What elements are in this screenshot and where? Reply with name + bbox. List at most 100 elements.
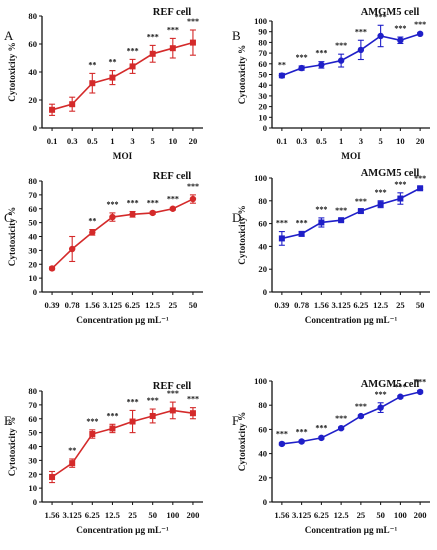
significance-marker: ** [88, 60, 96, 69]
significance-marker: *** [355, 197, 367, 206]
panel-title: REF cell [153, 381, 191, 392]
data-point [129, 418, 136, 425]
data-point [278, 440, 286, 448]
data-point [109, 213, 116, 221]
significance-marker: *** [86, 417, 98, 426]
y-tick-label: 50 [28, 428, 37, 438]
x-tick-label: 10 [169, 136, 178, 146]
data-point [49, 474, 56, 481]
x-tick-label: 20 [189, 136, 198, 146]
y-tick-label: 100 [254, 16, 267, 26]
data-point [318, 61, 325, 69]
y-tick-label: 10 [258, 112, 267, 122]
panel-c: C REF cell 0 10 20 30 40 50 60 70 80 0.39 0.78 1.56 3.… [4, 171, 203, 325]
significance-marker: *** [355, 402, 367, 411]
x-tick-label: 50 [189, 300, 198, 310]
significance-marker: ** [88, 217, 96, 226]
significance-marker: *** [296, 53, 308, 62]
y-tick-label: 70 [28, 190, 37, 200]
data-point [149, 50, 156, 57]
x-tick-label: 20 [416, 136, 425, 146]
panel-f: F AMGM5 cell 0 20 40 60 80 100 1.56 3.125 6.25 12.5… [232, 376, 430, 535]
data-point [397, 195, 404, 202]
significance-marker: *** [375, 390, 387, 399]
significance-marker: *** [335, 41, 347, 50]
significance-marker: *** [276, 430, 288, 439]
significance-marker: *** [127, 397, 139, 406]
data-point [129, 211, 136, 218]
data-point [49, 106, 56, 113]
significance-marker: *** [394, 383, 406, 392]
data-point [189, 410, 196, 417]
significance-marker: *** [394, 180, 406, 189]
data-point [416, 30, 424, 38]
x-tick-label: 0.3 [296, 136, 307, 146]
panel-title: AMGM5 cell [361, 7, 420, 18]
data-point [189, 39, 196, 46]
series-line [281, 33, 421, 77]
x-tick-label: 1.56 [85, 300, 101, 310]
x-tick-label: 25 [396, 300, 405, 310]
significance-marker: *** [375, 188, 387, 197]
x-axis-title: Concentration µg mL⁻¹ [305, 525, 398, 535]
y-axis-title: Cytotoxicity % [237, 45, 247, 104]
y-axis-title: Cytotoxicity % [7, 207, 17, 266]
significance-marker: *** [394, 24, 406, 33]
x-tick-label: 1 [339, 136, 343, 146]
data-point [318, 434, 325, 442]
data-point [109, 425, 116, 432]
series-line [51, 409, 194, 478]
series-line [51, 41, 194, 111]
panel-letter: F [232, 413, 239, 428]
data-point [278, 72, 286, 79]
significance-marker: *** [167, 25, 179, 34]
y-tick-label: 50 [258, 70, 267, 80]
x-tick-label: 25 [128, 510, 137, 520]
y-tick-label: 60 [28, 414, 37, 424]
significance-marker: *** [355, 27, 367, 36]
x-tick-label: 100 [394, 510, 407, 520]
y-tick-label: 80 [258, 196, 267, 206]
panel-d: D AMGM5 cell 0 20 40 60 80 100 0.39 0.78 1.56 3.125… [232, 168, 430, 325]
data-point [149, 412, 156, 419]
data-point [298, 438, 305, 445]
data-point [189, 195, 197, 203]
x-tick-label: 1.56 [45, 510, 61, 520]
data-point [278, 235, 285, 242]
x-tick-label: 6.25 [353, 300, 368, 310]
y-tick-label: 100 [254, 173, 267, 183]
x-tick-label: 5 [151, 136, 155, 146]
significance-marker: *** [106, 411, 118, 420]
x-tick-label: 3 [130, 136, 134, 146]
data-point [337, 424, 345, 432]
y-tick-label: 30 [28, 245, 37, 255]
y-tick-label: 40 [258, 80, 267, 90]
data-point [337, 57, 345, 64]
series-line [51, 198, 194, 269]
y-tick-label: 60 [28, 204, 37, 214]
y-tick-label: 30 [258, 91, 267, 101]
y-tick-label: 60 [28, 39, 37, 49]
y-tick-label: 20 [28, 95, 37, 105]
x-tick-label: 0.3 [67, 136, 78, 146]
significance-marker: *** [315, 424, 327, 433]
data-point [397, 393, 404, 400]
y-tick-label: 0 [33, 123, 37, 133]
significance-marker: *** [187, 182, 199, 191]
data-point [69, 460, 76, 467]
significance-marker: *** [127, 46, 139, 55]
x-tick-label: 0.5 [87, 136, 98, 146]
x-tick-label: 25 [357, 510, 366, 520]
x-tick-label: 3 [359, 136, 363, 146]
x-axis-title: MOI [341, 151, 361, 161]
x-tick-label: 0.1 [277, 136, 288, 146]
x-tick-label: 100 [166, 510, 179, 520]
significance-marker: *** [167, 389, 179, 398]
x-axis-title: MOI [113, 151, 133, 161]
x-axis-title: Concentration µg mL⁻¹ [76, 315, 169, 325]
significance-marker: *** [187, 17, 199, 26]
data-point [68, 245, 76, 253]
y-tick-label: 80 [258, 400, 267, 410]
x-tick-label: 200 [186, 510, 199, 520]
data-point [89, 80, 96, 87]
